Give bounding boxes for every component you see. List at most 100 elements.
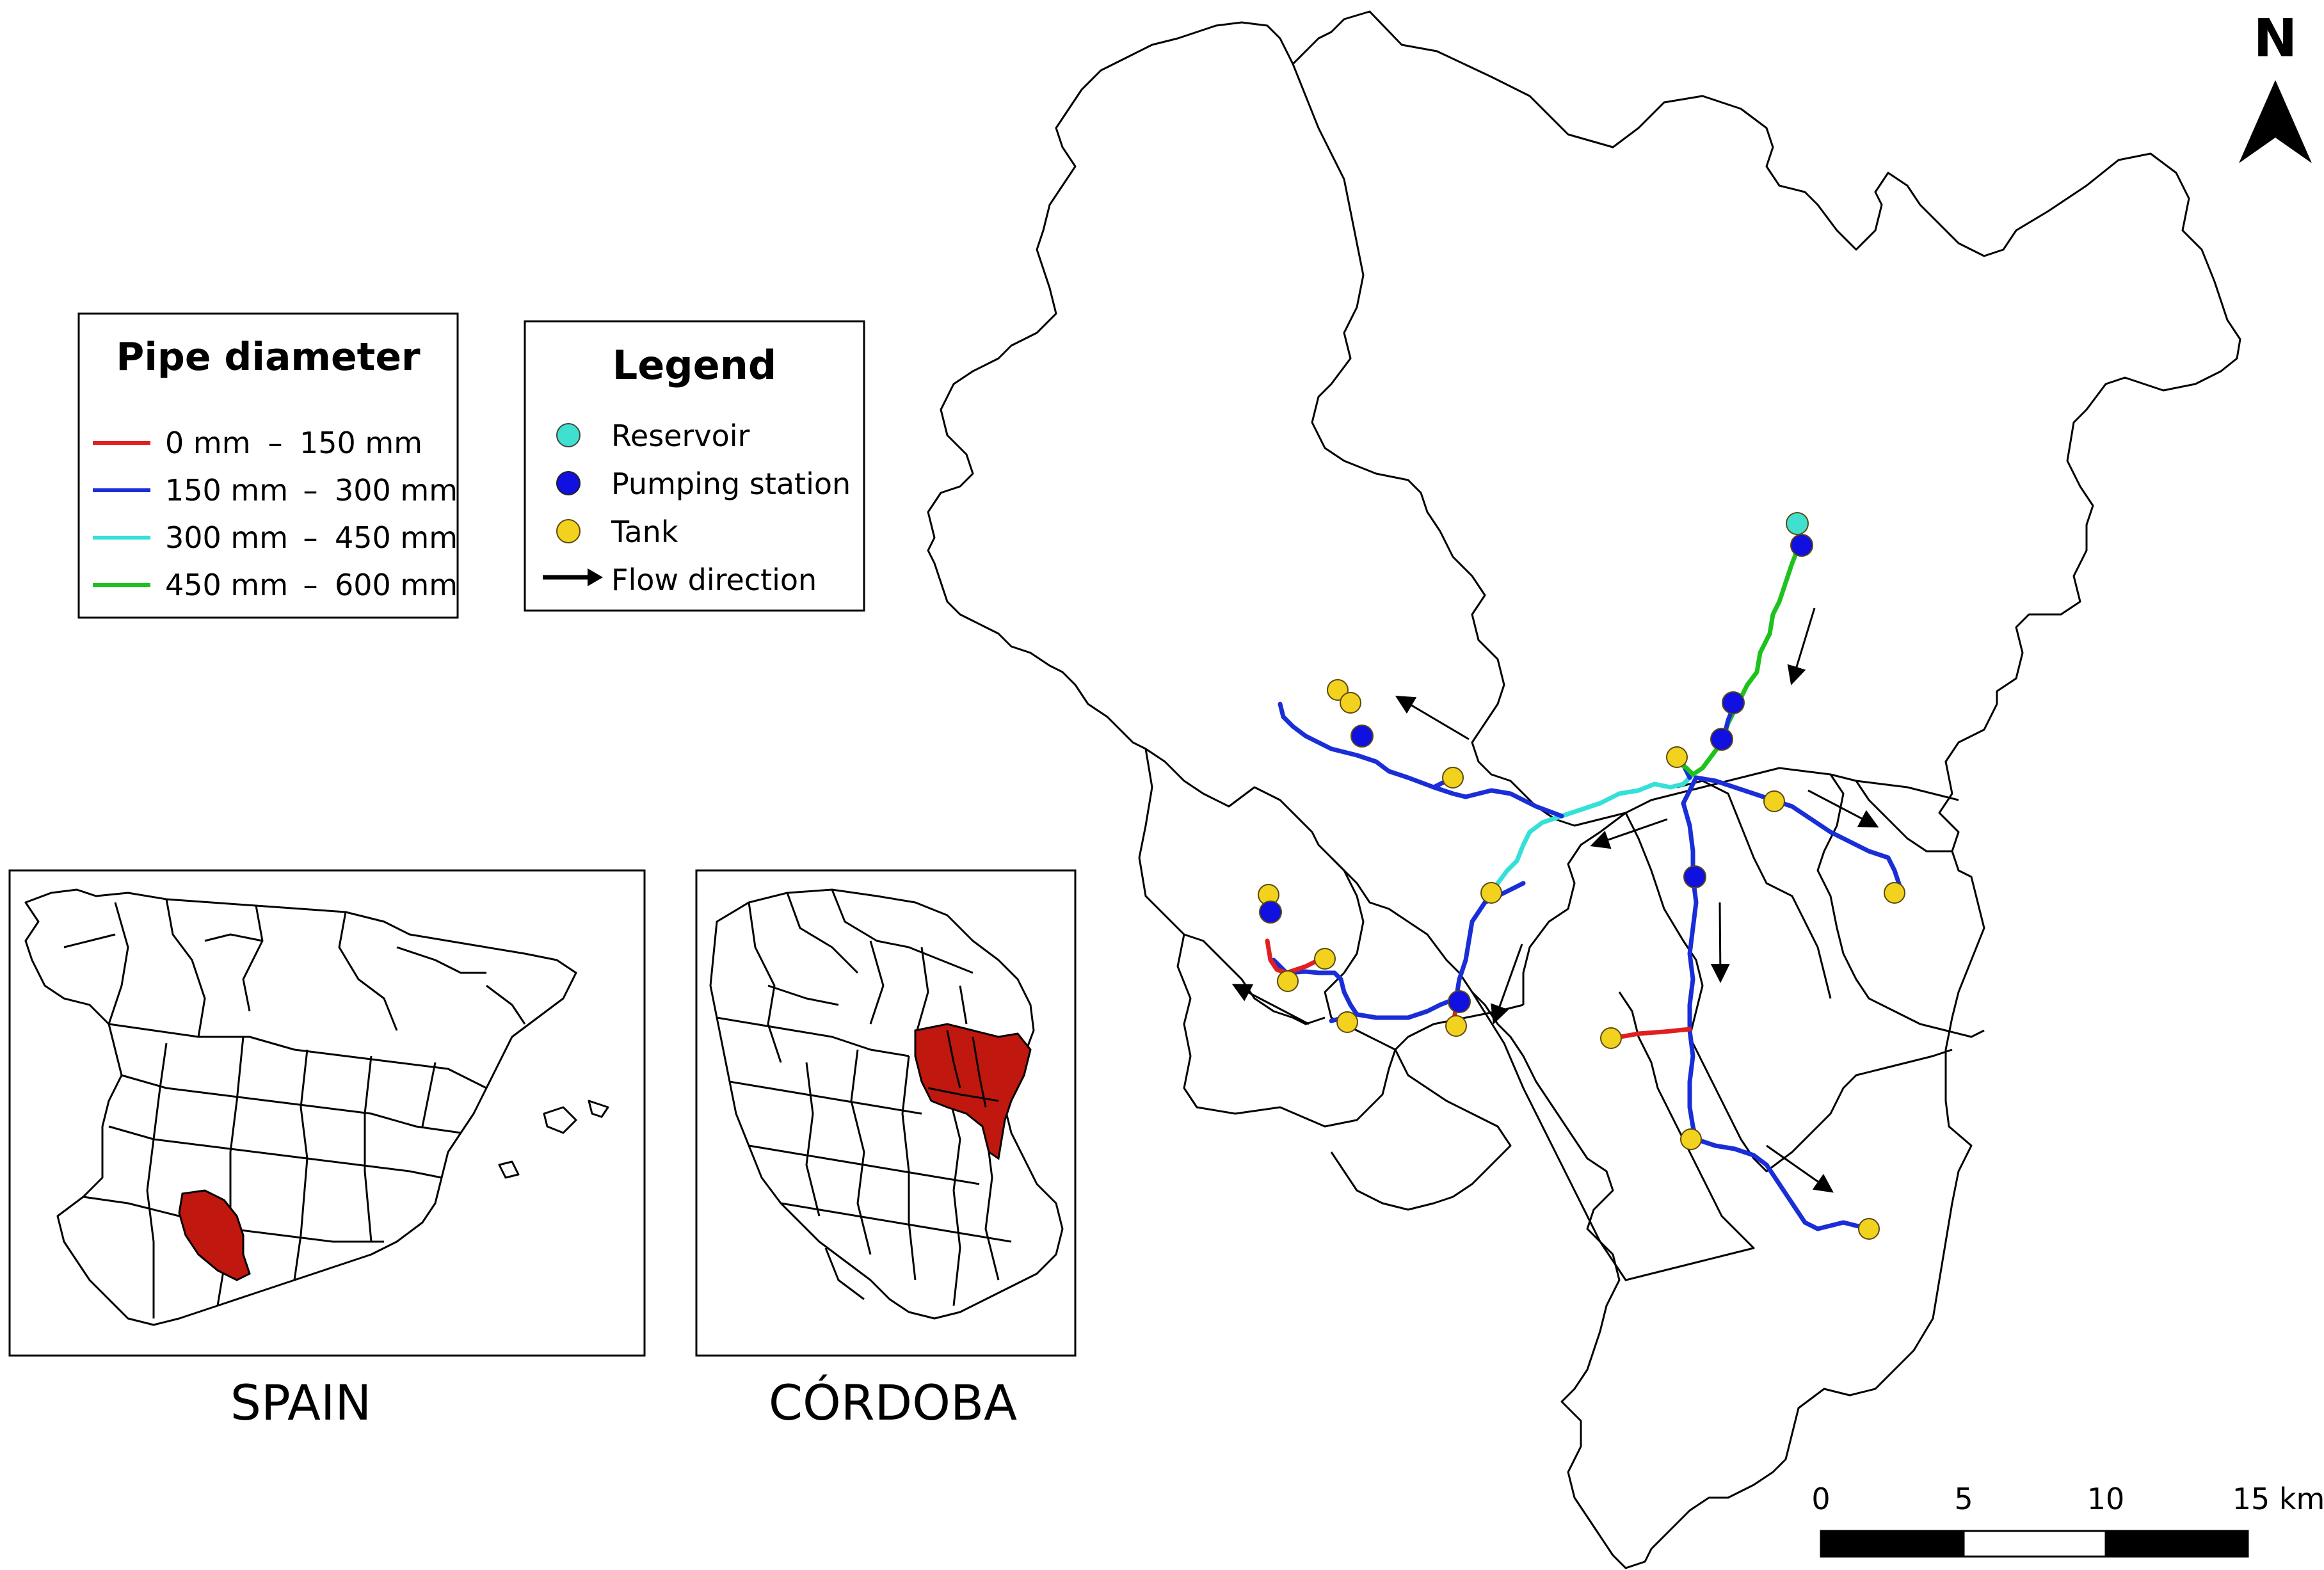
symbol-legend: Legend Reservoir Pumping station Tank Fl…: [524, 320, 865, 612]
tank: [1336, 1011, 1358, 1033]
pipe-range-4-to: 600 mm: [335, 568, 458, 602]
scale-tick-5: 5: [1954, 1482, 1973, 1516]
boundary-east-2: [1816, 774, 1985, 1038]
boundary-south-east: [1624, 812, 1953, 1173]
boundary-sw-block: [1330, 1049, 1512, 1211]
north-arrow: N: [2239, 8, 2312, 163]
scale-tick-0: 0: [1811, 1482, 1830, 1516]
symbol-legend-title: Legend: [613, 342, 777, 388]
north-label: N: [2254, 8, 2298, 69]
pipe-cyan-main: [1495, 772, 1695, 886]
boundary-centre: [1535, 767, 1959, 827]
pipe-range-1-from: 0 mm: [165, 426, 251, 460]
pumping-station: [1350, 725, 1374, 748]
balearic-islands: [498, 1100, 609, 1179]
legend-flow-label: Flow direction: [611, 563, 817, 597]
inset-cordoba-frame: [695, 869, 1077, 1357]
boundary-south: [1471, 991, 1755, 1281]
inset-spain-caption: SPAIN: [230, 1374, 371, 1431]
tank: [1340, 692, 1361, 714]
pipe-range-4-from: 450 mm: [165, 568, 288, 602]
pipe-blue-south: [1681, 775, 1699, 1142]
pipe-network: [1265, 519, 1903, 1231]
tank: [1314, 948, 1336, 970]
inset-spain: SPAIN: [8, 869, 646, 1431]
tank: [1480, 882, 1502, 904]
scale-segment-2: [1962, 1530, 2107, 1558]
flow-arrow-nw: [1395, 695, 1470, 741]
tank: [1666, 746, 1688, 768]
tank: [1442, 767, 1464, 789]
tank: [1680, 1128, 1702, 1150]
study-area-outline: [927, 10, 2241, 1569]
pipe-range-1-to: 150 mm: [300, 426, 422, 460]
north-arrow-icon: [2239, 80, 2312, 163]
legend-reservoir-label: Reservoir: [611, 419, 750, 453]
scale-tick-10: 10: [2087, 1482, 2125, 1516]
flow-arrow-west: [1231, 984, 1310, 1025]
tank: [1445, 1015, 1467, 1037]
boundary-west: [1138, 748, 1524, 1128]
symbol-legend-frame: [524, 320, 865, 612]
flow-arrow-centre: [1590, 818, 1668, 849]
pipe-red-south: [1610, 1027, 1692, 1041]
pumping-station: [1722, 691, 1745, 714]
flow-direction-arrows: [1231, 607, 1879, 1193]
tank-icon: [556, 519, 581, 543]
pipe-blue-se: [1694, 1137, 1871, 1231]
pipe-red-west-1: [1265, 938, 1289, 975]
tank: [1277, 970, 1299, 992]
pipe-range-4-dash: –: [303, 568, 318, 602]
pipe-range-3-to: 450 mm: [335, 520, 458, 555]
boundary-far-west: [1183, 933, 1326, 1025]
tank: [1600, 1027, 1622, 1049]
boundary-east-1: [1676, 780, 1832, 999]
pumping-station: [1448, 990, 1471, 1013]
pipe-blue-sw-2: [1284, 969, 1459, 1020]
inset-spain-frame: [8, 869, 646, 1357]
spain-outline: [24, 888, 577, 1326]
pipe-legend-frame: [77, 312, 459, 619]
pipe-legend-title: Pipe diameter: [116, 335, 421, 380]
inset-cordoba: CÓRDOBA: [695, 869, 1077, 1431]
scale-segment-3: [2104, 1530, 2249, 1558]
pipe-range-3-dash: –: [303, 520, 318, 555]
scale-tick-15: 15 km: [2232, 1482, 2324, 1516]
pipe-range-2-dash: –: [303, 473, 318, 508]
scale-segment-1: [1820, 1530, 1965, 1558]
flow-arrow-se: [1766, 1144, 1834, 1193]
boundary-north-west: [1292, 63, 1537, 808]
pumping-station: [1259, 901, 1282, 924]
pumping-station: [1710, 728, 1733, 751]
pipe-range-2-to: 300 mm: [335, 473, 458, 508]
pipe-blue-nw: [1278, 701, 1564, 819]
legend-pumping-label: Pumping station: [611, 467, 851, 501]
reservoir: [1786, 512, 1809, 535]
boundary-east-3: [1855, 780, 1952, 853]
pumping-station: [1790, 534, 1813, 557]
pipe-green-trunk: [1690, 519, 1802, 777]
reservoir-icon: [556, 423, 581, 447]
tank: [1884, 882, 1905, 904]
network-nodes: [1258, 512, 1905, 1240]
pipe-blue-east: [1694, 775, 1903, 892]
tank: [1763, 790, 1785, 812]
pumping-station: [1683, 865, 1706, 888]
pipe-range-3-from: 300 mm: [165, 520, 288, 555]
spain-cordoba-highlight: [178, 1189, 251, 1281]
tank: [1858, 1218, 1880, 1240]
inset-cordoba-caption: CÓRDOBA: [769, 1374, 1017, 1431]
cordoba-study-area-highlight: [914, 1023, 1032, 1160]
flow-direction-icon-head: [588, 568, 603, 586]
pumping-station-icon: [556, 471, 581, 495]
cordoba-outline: [709, 888, 1064, 1320]
flow-arrow-east: [1807, 789, 1879, 828]
pipe-range-1-dash: –: [268, 426, 283, 460]
pipe-range-2-from: 150 mm: [165, 473, 288, 508]
legend-tank-label: Tank: [611, 515, 678, 549]
municipality-boundaries: [927, 10, 2241, 1569]
flow-arrow-south-centre: [1490, 943, 1523, 1025]
flow-arrow-north: [1787, 607, 1816, 685]
boundary-mid-south: [1522, 812, 1626, 1005]
